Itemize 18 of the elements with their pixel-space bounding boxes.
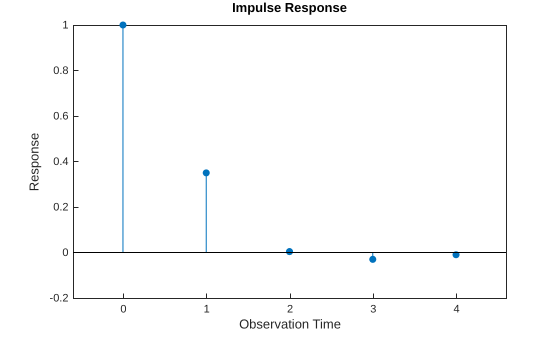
x-tick-label: 3 — [370, 304, 376, 316]
chart-title: Impulse Response — [232, 0, 347, 15]
y-tick-label: 0.8 — [53, 65, 68, 77]
x-tick-label: 4 — [453, 304, 460, 316]
x-tick-label: 1 — [204, 304, 210, 316]
y-tick-label: 0.6 — [53, 110, 68, 122]
y-tick-label: 0 — [62, 247, 68, 259]
y-tick-label: 1 — [62, 20, 68, 32]
x-tick-label: 0 — [120, 304, 127, 316]
y-tick-label: 0.2 — [53, 202, 68, 214]
y-axis-title: Response — [26, 132, 42, 192]
x-axis-title: Observation Time — [239, 316, 341, 332]
point — [369, 256, 376, 263]
y-tick-label: -0.2 — [50, 292, 68, 304]
x-tick-label: 2 — [286, 304, 294, 316]
point — [119, 21, 126, 29]
point — [202, 169, 210, 176]
y-tick-label: 0.4 — [53, 156, 68, 168]
